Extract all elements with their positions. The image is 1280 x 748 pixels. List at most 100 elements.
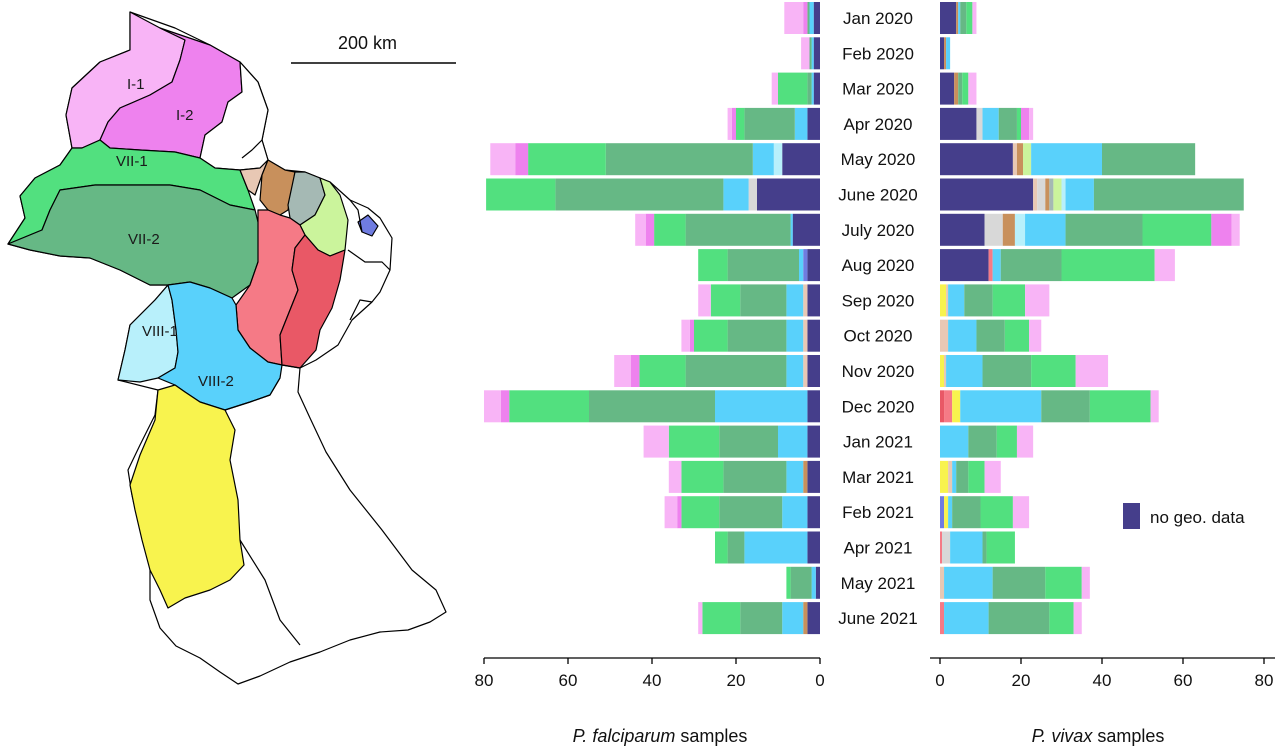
- bar-segment-vivax-9-VII-1: [1004, 319, 1030, 352]
- bar-segment-vivax-1-no_geo: [940, 37, 945, 70]
- bar-segment-falciparum-7-VII-2: [727, 249, 799, 282]
- bar-segment-falciparum-8-II: [803, 284, 808, 317]
- bar-segment-vivax-14-VII-1: [980, 496, 1013, 529]
- bar-segment-vivax-0-VII-1: [966, 2, 973, 34]
- bar-segment-falciparum-14-VII-1: [681, 496, 720, 529]
- bar-segment-falciparum-0-VII-2: [807, 2, 810, 34]
- bar-segment-vivax-6-no_geo: [940, 213, 985, 246]
- bar-segment-falciparum-15-VII-2: [727, 531, 745, 564]
- bar-segment-vivax-14-VIII-2: [948, 496, 953, 529]
- bar-segment-vivax-8-I-1: [1025, 284, 1050, 317]
- map-scale-bar: 200 km: [291, 33, 456, 64]
- x-axis-title-falciparum: P. falciparum samples: [573, 726, 748, 746]
- bar-segment-falciparum-13-VIII-2: [786, 460, 804, 493]
- bar-segment-vivax-7-VIII-2: [992, 249, 1001, 282]
- bar-segment-vivax-13-VII-1: [968, 460, 985, 493]
- bar-segment-vivax-15-lightgray: [942, 531, 951, 564]
- category-label-2: Mar 2020: [842, 80, 914, 99]
- bar-segment-falciparum-5-no_geo: [757, 178, 820, 211]
- bar-segment-falciparum-14-no_geo: [807, 496, 820, 529]
- bar-segment-vivax-6-VIII-2: [1025, 213, 1066, 246]
- bar-segment-falciparum-6-VIII-2: [790, 213, 793, 246]
- bar-segment-falciparum-11-VIII-2: [715, 390, 808, 423]
- bar-segment-vivax-11-yellow: [952, 390, 961, 423]
- bar-segment-falciparum-2-I-1: [771, 72, 778, 105]
- map-label-I-1: I-1: [127, 76, 145, 93]
- scale-bar-label: 200 km: [338, 33, 397, 53]
- bar-segment-falciparum-12-I-1: [643, 425, 669, 458]
- bar-segment-falciparum-0-I-2: [803, 2, 808, 34]
- bar-segment-falciparum-10-VIII-2: [786, 355, 804, 387]
- bar-segment-falciparum-9-I-1: [681, 319, 690, 352]
- x-tick-label-falciparum-20: 20: [727, 671, 746, 690]
- bar-segment-falciparum-14-I-1: [664, 496, 678, 529]
- bar-segment-falciparum-2-no_geo: [813, 72, 820, 105]
- bar-segment-falciparum-9-I-2: [689, 319, 694, 352]
- bar-segment-vivax-7-VII-1: [1061, 249, 1155, 282]
- bar-segment-falciparum-10-VII-2: [685, 355, 787, 387]
- bar-segment-falciparum-16-VII-2: [790, 566, 812, 599]
- bar-segment-vivax-15-VIII-2: [950, 531, 983, 564]
- bar-segment-vivax-16-VII-1: [1045, 566, 1082, 599]
- map-label-VII-1: VII-1: [116, 153, 148, 170]
- bar-segment-vivax-7-no_geo: [940, 249, 989, 282]
- bar-segment-vivax-8-VIII-2: [948, 284, 965, 317]
- bar-segment-vivax-17-I-1: [1073, 602, 1082, 635]
- bar-segment-falciparum-7-no_geo: [807, 249, 820, 282]
- bar-segment-vivax-5-VIII-1: [1061, 178, 1066, 211]
- bar-segment-vivax-13-yellow: [940, 460, 949, 493]
- bar-segment-falciparum-13-VII-2: [723, 460, 787, 493]
- category-label-15: Apr 2021: [844, 539, 913, 558]
- map-boundary-lines: [224, 139, 391, 646]
- x-tick-label-vivax-40: 40: [1093, 671, 1112, 690]
- bar-segment-falciparum-6-VII-2: [685, 213, 791, 246]
- bar-segment-falciparum-17-no_geo: [807, 602, 820, 635]
- bar-segment-falciparum-1-I-1: [801, 37, 810, 70]
- bar-segment-vivax-15-IX: [940, 531, 943, 564]
- bar-segment-falciparum-6-no_geo: [792, 213, 820, 246]
- bar-segment-falciparum-10-I-1: [614, 355, 631, 387]
- bar-segment-vivax-2-VII-2: [958, 72, 963, 105]
- bar-segment-vivax-9-VII-2: [976, 319, 1005, 352]
- bar-segment-vivax-0-I-1: [972, 2, 977, 34]
- bar-segment-falciparum-10-VII-1: [639, 355, 686, 387]
- category-label-10: Nov 2020: [842, 362, 915, 381]
- bar-segment-vivax-5-V: [1053, 178, 1062, 211]
- bar-segment-vivax-2-IV: [954, 72, 959, 105]
- category-label-4: May 2020: [841, 150, 916, 169]
- x-tick-label-vivax-0: 0: [935, 671, 944, 690]
- bar-segment-falciparum-12-VII-1: [668, 425, 720, 458]
- bar-segment-falciparum-3-VII-1: [736, 107, 745, 140]
- bar-segment-vivax-9-II: [940, 319, 949, 352]
- bar-segment-falciparum-13-IV: [803, 460, 808, 493]
- bar-segment-falciparum-4-no_geo: [782, 143, 820, 176]
- bar-segment-vivax-10-II: [944, 355, 947, 387]
- bar-segment-falciparum-6-VII-1: [654, 213, 686, 246]
- map-label-I-2: I-2: [176, 107, 194, 124]
- bar-segment-falciparum-17-VIII-2: [782, 602, 804, 635]
- bar-segment-falciparum-9-VII-2: [727, 319, 787, 352]
- bar-segment-falciparum-15-VIII-2: [744, 531, 808, 564]
- bar-segment-falciparum-9-no_geo: [807, 319, 820, 352]
- bar-segment-falciparum-14-I-2: [677, 496, 682, 529]
- bar-segment-vivax-14-I-1: [1012, 496, 1030, 529]
- bar-segment-vivax-14-VII-2: [952, 496, 981, 529]
- bar-segment-falciparum-2-VIII-2: [811, 72, 814, 105]
- bar-segment-falciparum-6-I-2: [645, 213, 655, 246]
- category-label-12: Jan 2021: [843, 433, 913, 452]
- bar-segment-falciparum-4-VIII-2: [752, 143, 774, 176]
- bar-segment-falciparum-3-no_geo: [807, 107, 820, 140]
- bar-segment-vivax-6-VII-1: [1142, 213, 1212, 246]
- bar-segment-falciparum-8-no_geo: [807, 284, 820, 317]
- bar-segment-vivax-12-VII-1: [996, 425, 1017, 458]
- bar-segment-vivax-8-VII-1: [992, 284, 1026, 317]
- bar-segment-vivax-6-I-2: [1211, 213, 1232, 246]
- x-tick-label-vivax-60: 60: [1174, 671, 1193, 690]
- bar-segment-vivax-2-no_geo: [940, 72, 955, 105]
- category-label-9: Oct 2020: [844, 327, 913, 346]
- category-label-13: Mar 2021: [842, 468, 914, 487]
- bar-segment-falciparum-5-VII-2: [555, 178, 724, 211]
- category-label-1: Feb 2020: [842, 44, 914, 63]
- bar-segment-vivax-7-VII-2: [1000, 249, 1062, 282]
- bar-segment-vivax-5-no_geo: [940, 178, 1034, 211]
